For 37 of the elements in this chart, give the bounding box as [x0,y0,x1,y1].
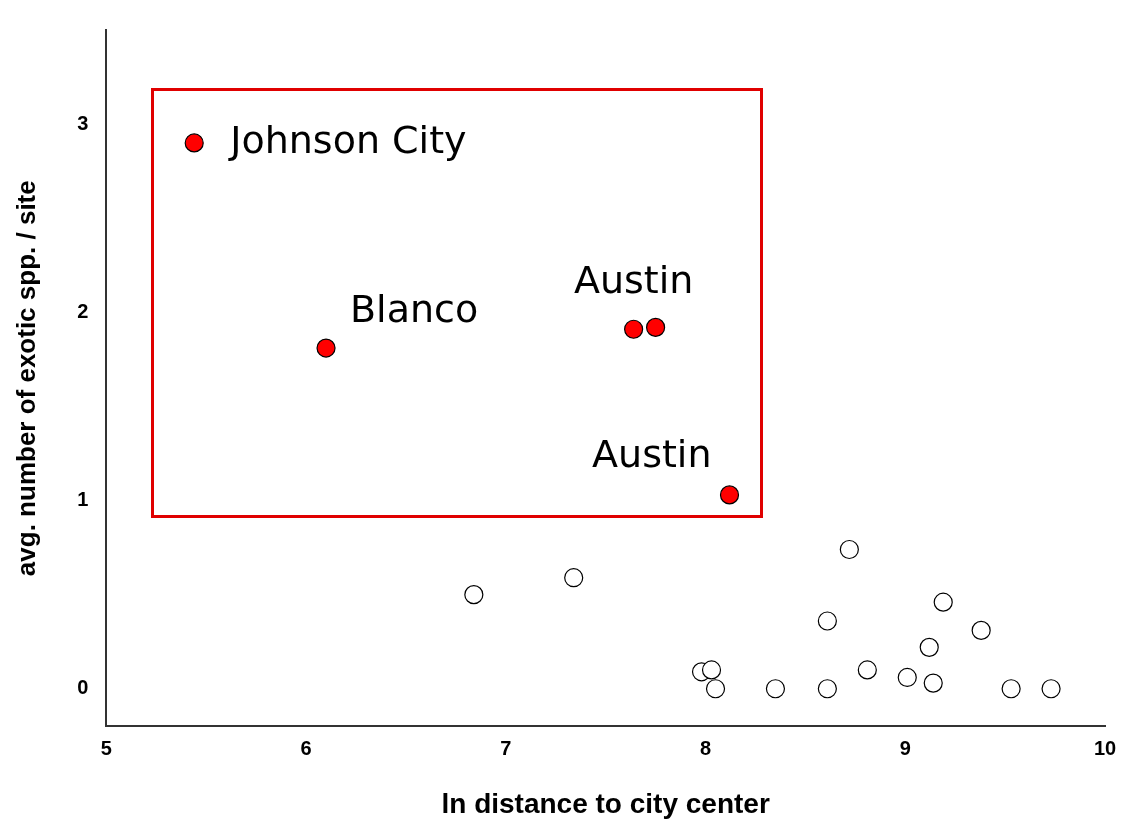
y-axis-title: avg. number of exotic spp. / site [10,180,41,577]
annotation: Blanco [350,286,479,331]
point [624,319,644,339]
x-tick-label: 9 [899,736,911,759]
point [839,539,859,560]
point [857,660,877,680]
annotation: Austin [592,431,712,476]
y-tick-label: 3 [77,111,89,134]
point [971,620,991,641]
y-tick-label: 2 [77,299,89,322]
point [897,667,917,688]
point [564,568,584,588]
x-tick-label: 8 [699,736,712,759]
point [765,679,786,699]
point [705,679,726,699]
x-tick-label: 6 [300,736,312,759]
point [464,585,484,605]
y-tick-label: 1 [77,488,89,511]
point [316,338,336,358]
annotation: Johnson City [228,117,467,162]
x-tick-label: 10 [1093,736,1117,759]
point [1041,679,1061,699]
x-axis-title: ln distance to city center [441,787,770,819]
point [817,611,837,631]
x-tick-label: 5 [100,736,112,759]
x-tick-label: 7 [500,736,512,759]
point [817,679,837,699]
point [646,317,666,337]
point [719,485,740,505]
point [933,592,953,612]
point [919,637,939,657]
annotation: Austin [573,258,694,303]
y-tick-label: 0 [77,676,89,699]
point [923,673,943,693]
point [701,660,722,680]
point [184,133,204,153]
point [1001,679,1021,699]
